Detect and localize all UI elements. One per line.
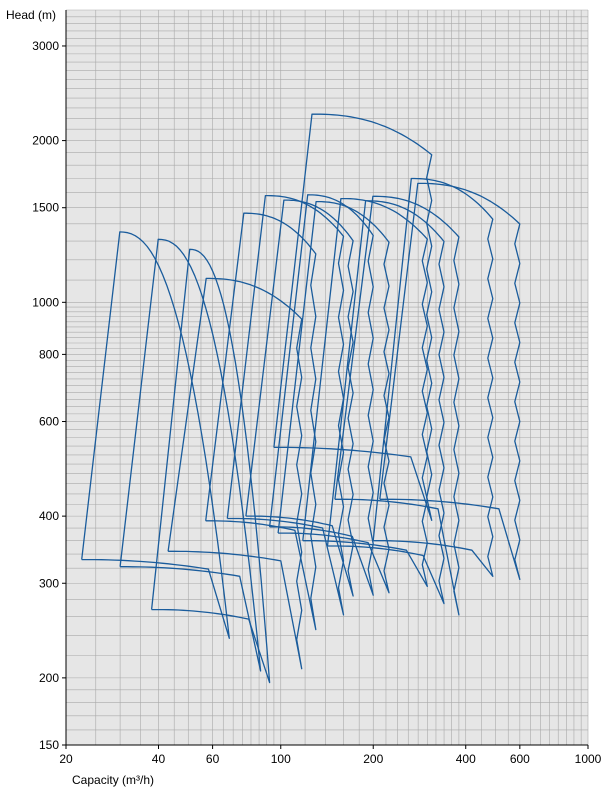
y-tick-label: 150 <box>39 738 59 752</box>
pump-curve-5 <box>205 212 317 631</box>
x-tick-label: 60 <box>206 752 220 766</box>
y-tick-label: 3000 <box>32 39 59 53</box>
x-tick-label: 200 <box>363 752 383 766</box>
pump-curve-15 <box>379 182 521 581</box>
pump-curve-6 <box>226 194 345 616</box>
pump-curve-10 <box>302 197 428 588</box>
y-tick-label: 300 <box>39 576 59 590</box>
y-tick-labels: 150 200 300 400 600 800 1000 1500 2000 3000 <box>32 39 59 752</box>
x-tick-label: 400 <box>456 752 476 766</box>
x-tick-label: 20 <box>59 752 73 766</box>
pump-curve-3 <box>150 248 271 684</box>
curves <box>81 113 521 684</box>
x-tick-labels: 20 40 60 100 200 400 600 1000 <box>59 752 601 766</box>
y-tick-label: 1500 <box>32 201 59 215</box>
pump-curve-9 <box>277 200 390 594</box>
y-tick-label: 600 <box>39 415 59 429</box>
pump-curve-13 <box>372 177 494 578</box>
y-tick-label: 800 <box>39 347 59 361</box>
x-tick-label: 40 <box>152 752 166 766</box>
y-axis-title: Head (m) <box>6 8 56 22</box>
x-tick-label: 600 <box>510 752 530 766</box>
y-tick-label: 1000 <box>32 295 59 309</box>
pump-curve-12 <box>334 195 460 616</box>
y-tick-label: 400 <box>39 509 59 523</box>
x-axis-title: Capacity (m³/h) <box>72 773 154 787</box>
grid <box>65 9 589 746</box>
pump-curve-11 <box>326 200 445 605</box>
plot-area <box>66 10 588 745</box>
pump-curve-2 <box>119 238 262 672</box>
y-tick-label: 2000 <box>32 134 59 148</box>
x-tick-label: 100 <box>271 752 291 766</box>
pump-curve-1 <box>81 231 230 639</box>
axes <box>62 10 589 749</box>
pump-curve-8 <box>268 194 374 596</box>
x-tick-label: 1000 <box>575 752 602 766</box>
pump-curve-14 <box>273 113 433 521</box>
y-tick-label: 200 <box>39 671 59 685</box>
pump-curve-4 <box>167 277 303 670</box>
